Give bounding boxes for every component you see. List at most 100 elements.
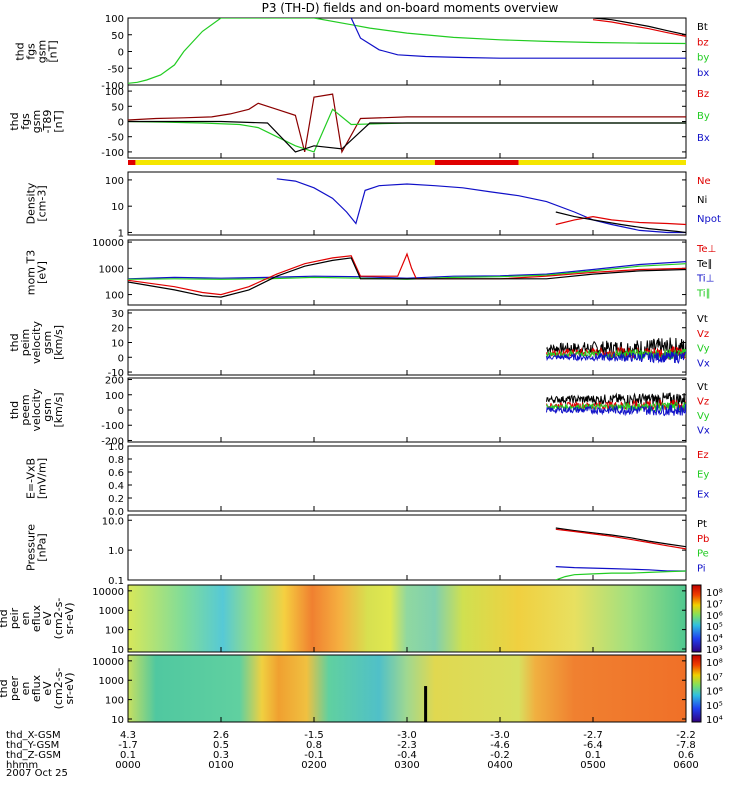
legend-entry: Vx xyxy=(697,358,710,369)
panel-frame xyxy=(127,445,687,512)
spectrogram-image xyxy=(128,585,686,652)
series-Pi-line xyxy=(555,566,686,572)
legend-entry: bz xyxy=(697,37,709,48)
legend-entry: Vt xyxy=(697,382,708,393)
y-tick-label: 20 xyxy=(111,324,124,335)
y-tick-label: -100 xyxy=(101,148,124,159)
colorbar-label: 10⁶ xyxy=(706,687,723,698)
legend-entry: Npot xyxy=(697,214,721,225)
y-tick-label: 100 xyxy=(105,87,124,98)
colorbar-label: 10⁷ xyxy=(706,599,723,610)
legend-entry: Ni xyxy=(697,195,707,206)
date-label: 2007 Oct 25 xyxy=(6,768,68,779)
series-Bt-line xyxy=(592,18,686,36)
colorbar-label: 10⁷ xyxy=(706,672,723,683)
velocity-Vx-trace xyxy=(546,404,686,417)
legend-entry: Vy xyxy=(697,411,710,422)
y-tick-label: 0.4 xyxy=(108,481,124,492)
data-gap-bar xyxy=(424,686,428,722)
y-tick-label: 0 xyxy=(118,48,124,59)
legend-entry: Pt xyxy=(697,519,707,530)
time-axis-value: 0100 xyxy=(208,760,233,771)
legend-entry: Vz xyxy=(697,329,709,340)
colorbar-label: 10⁸ xyxy=(706,658,723,669)
time-axis-value: 0.1 xyxy=(585,750,601,761)
y-tick-label: 10 xyxy=(111,715,124,726)
panel-efield: 1.0 0.8 0.6 0.4 0.2 0.0 E=-VxB[mV/m] Ez Ey Ex xyxy=(25,442,710,518)
y-axis-label: thdpeerenefluxeV(cm2-s-sr-eV) xyxy=(0,668,76,710)
time-axis-value: 0.3 xyxy=(213,750,229,761)
legend-entry: Bt xyxy=(697,22,708,33)
legend-entry: Bz xyxy=(697,89,709,100)
panel-electron_spectra: 10⁸ 10⁷ 10⁶ 10⁵ 10⁴ 10000 1000 100 10 thdpeerenef… xyxy=(0,654,723,726)
series-Ne-line xyxy=(555,215,686,226)
y-axis-label: mom T3[eV] xyxy=(25,250,49,295)
legend-entry: Ex xyxy=(697,489,709,500)
legend-entry: Ne xyxy=(697,176,711,187)
y-tick-label: 10000 xyxy=(92,657,124,668)
y-tick-label: 1.0 xyxy=(108,442,124,453)
y-axis-label: thdpeemvelocitygsm[km/s] xyxy=(8,388,65,431)
legend-entry: Ez xyxy=(697,450,709,461)
panel-pressure: 10.0 1.0 0.1 Pressure[nPa] Pt Pb Pe Pi xyxy=(25,514,709,587)
legend-entry: By xyxy=(697,111,710,122)
legend-entry: Pb xyxy=(697,534,709,545)
y-tick-label: 100 xyxy=(105,14,124,25)
y-tick-label: 0.0 xyxy=(108,507,124,518)
time-axis-value: 0500 xyxy=(580,760,605,771)
colorbar xyxy=(691,654,702,723)
colorbar-label: 10⁴ xyxy=(706,634,723,645)
y-tick-label: 1000 xyxy=(99,676,124,687)
y-tick-label: -100 xyxy=(101,421,124,432)
series-Bz-line xyxy=(128,93,686,154)
series-Te⊥-line xyxy=(128,252,686,296)
y-tick-label: 100 xyxy=(105,391,124,402)
time-axis-value: -2.2 xyxy=(676,730,696,741)
series-Pe-line xyxy=(555,570,686,580)
legend-entry: Te⊥ xyxy=(696,244,716,255)
mode-status-bar xyxy=(434,160,519,165)
legend-entry: Ti∥ xyxy=(696,288,711,299)
legend-entry: Vx xyxy=(697,426,710,437)
time-axis-value: 0200 xyxy=(301,760,326,771)
time-axis-value: 0.8 xyxy=(306,740,322,751)
time-axis-value: -6.4 xyxy=(583,740,603,751)
time-axis-value: -7.8 xyxy=(676,740,696,751)
time-axis-value: -0.2 xyxy=(490,750,510,761)
panel-frame xyxy=(127,309,687,376)
panel-frame xyxy=(127,171,687,236)
time-axis-value: -4.6 xyxy=(490,740,510,751)
legend-entry: Pe xyxy=(697,549,709,560)
y-tick-label: 10.0 xyxy=(102,516,124,527)
panel-frame xyxy=(127,514,687,581)
time-axis-value: 0.1 xyxy=(120,750,136,761)
time-axis-value: 0.6 xyxy=(678,750,694,761)
mode-status-bar xyxy=(135,160,435,165)
y-tick-label: 1 xyxy=(118,228,124,239)
y-tick-label: 0.8 xyxy=(108,455,124,466)
colorbar-label: 10⁴ xyxy=(706,715,723,726)
legend-entry: Vz xyxy=(697,397,709,408)
legend-entry: Pi xyxy=(697,563,706,574)
series-Ni-line xyxy=(555,211,686,234)
series-By-line xyxy=(128,108,686,153)
series-Npot-line xyxy=(276,178,686,234)
y-tick-label: -50 xyxy=(108,64,124,75)
panel-velocity2: 200 100 0 -100 -200 thdpeemvelocitygsm[km/s] V… xyxy=(8,376,710,448)
time-axis-value: -1.7 xyxy=(118,740,138,751)
y-tick-label: 100 xyxy=(105,176,124,187)
y-tick-label: 10 xyxy=(111,339,124,350)
legend-entry: Ey xyxy=(697,470,709,481)
legend-entry: Bx xyxy=(697,133,710,144)
y-tick-label: 100 xyxy=(105,626,124,637)
legend-entry: Vt xyxy=(697,314,708,325)
time-axis-value: 0000 xyxy=(115,760,140,771)
colorbar-label: 10⁶ xyxy=(706,611,723,622)
legend-entry: Te∥ xyxy=(696,259,713,270)
y-tick-label: 0.6 xyxy=(108,468,124,479)
series-Te∥-line xyxy=(128,257,686,298)
series-Pt-line xyxy=(555,527,686,548)
y-tick-label: 0 xyxy=(118,406,124,417)
time-axis-value: 0600 xyxy=(673,760,698,771)
